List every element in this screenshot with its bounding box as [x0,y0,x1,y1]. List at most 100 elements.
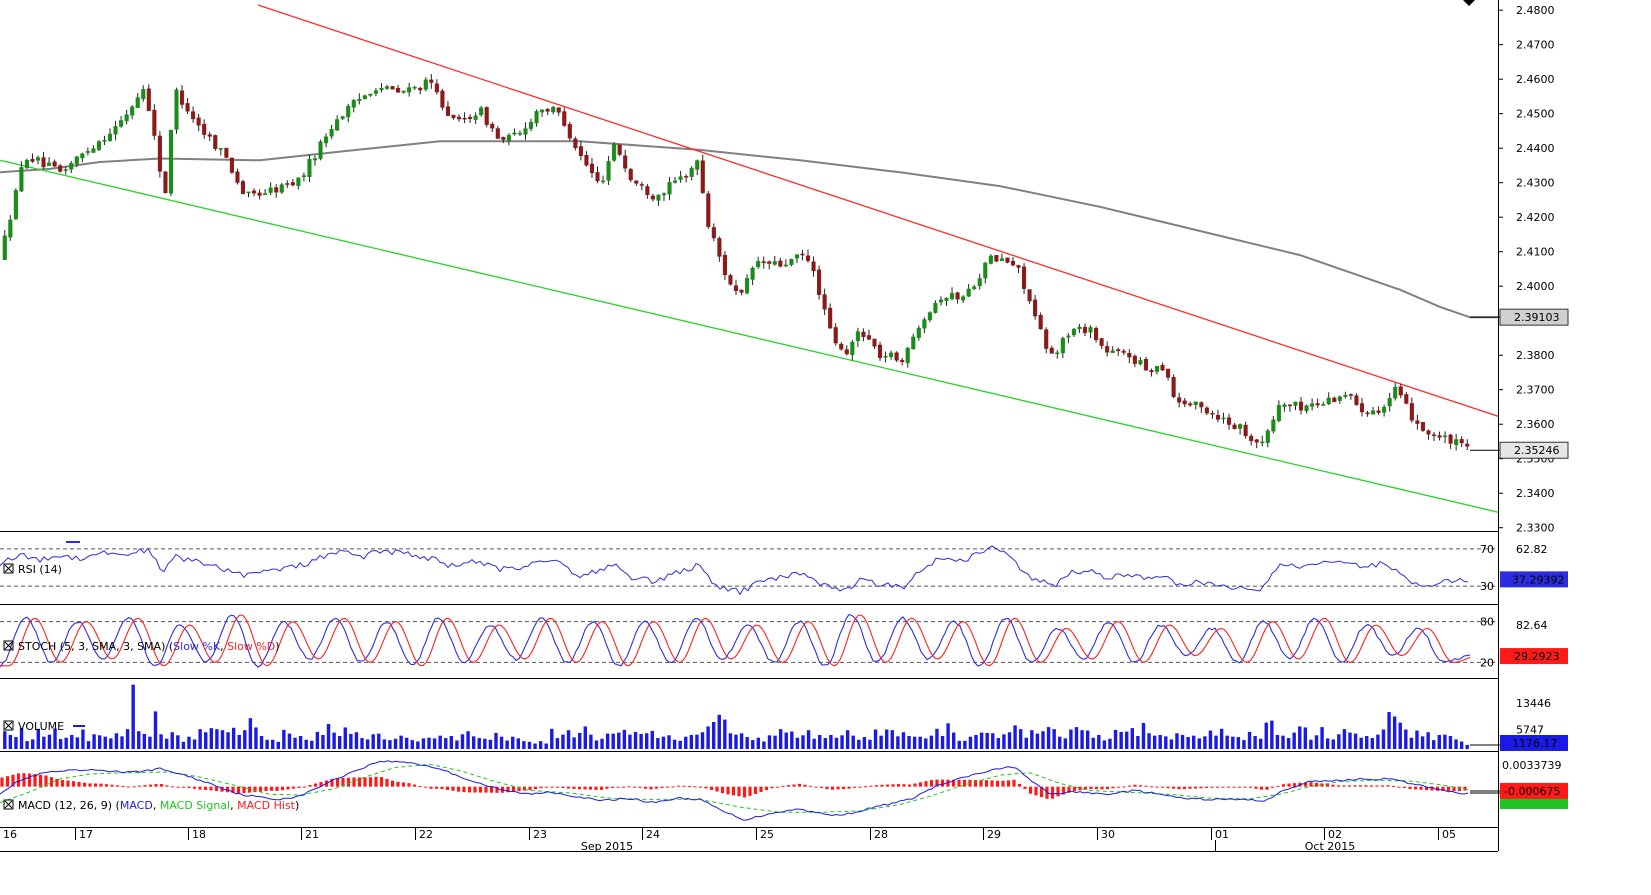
macd-line [0,760,1469,821]
macd-hist-bar [748,786,752,796]
macd-hist-bar [1314,782,1319,787]
candle [839,341,844,351]
macd-tick-label: 0.0033739 [1502,759,1562,772]
candle-body [634,180,639,184]
macd-hist-bar [247,786,252,793]
candle-body [1243,424,1248,437]
candle-body [1132,355,1137,364]
candle [612,142,617,162]
macd-hist-bar [269,786,274,791]
candle [1088,325,1093,339]
candle-body [556,107,561,113]
candle [606,156,611,186]
price-tick-label: 2.3600 [1516,418,1555,431]
candle-body [307,158,312,178]
macd-hist-bar [583,786,587,790]
candle [401,90,406,94]
candle-body [130,106,135,116]
rsi-title-text: RSI (14) [18,563,62,576]
candle-body [312,158,318,161]
candle-body [1448,434,1453,444]
volume-bar [985,732,989,749]
candle [312,155,318,166]
candle [501,136,506,144]
macd-hist-bar [731,786,736,796]
volume-bar [30,739,35,749]
candle [1010,256,1016,267]
candle-body [1005,257,1010,263]
candle [35,155,41,165]
price-panel[interactable]: 2.4800 2.4700 2.4600 2.4500 2.4400 2.4300 2.42… [0,0,1569,535]
volume-bar [176,735,180,749]
candle-body [324,136,329,144]
date-tick-label: 18 [192,828,206,841]
macd-hist-bar [121,785,125,787]
candle-body [1166,368,1171,378]
candle [1454,433,1459,451]
candle-body [650,195,655,200]
macd-hist-bar [1342,785,1346,787]
candle [362,94,367,100]
candle [628,167,633,183]
candle [1371,406,1376,415]
candle [168,129,174,197]
macd-hist-bar [1166,786,1170,789]
volume-bar [109,738,113,749]
price-tick-label: 2.4100 [1516,246,1555,259]
macd-hist-bar [1408,786,1412,789]
candle-body [833,327,838,344]
candle [1276,400,1281,423]
candle-body [174,89,179,130]
candle-body [296,177,301,186]
macd-hist-bar [1243,786,1247,788]
candle [440,88,445,111]
volume-bar [555,738,560,749]
candle [1265,428,1270,448]
candle-body [589,163,595,174]
stoch-panel[interactable]: 80 20 82.64 29.2923 [0,613,1568,670]
candle-body [933,303,938,313]
candle-body [268,187,273,193]
volume-bar [137,731,141,749]
volume-bar [1085,730,1090,749]
candle-body [600,180,606,183]
candle [174,87,179,134]
stoch-title-text: STOCH (5, 3, SMA, 3, SMA) [18,640,165,653]
candle-body [999,258,1004,261]
macd-hist-bar [929,780,934,787]
macd-hist-bar [940,779,945,787]
candle [977,273,982,290]
volume-bar [455,740,459,749]
volume-bar [840,735,844,749]
volume-bar [488,739,493,749]
macd-hist-bar [154,784,158,787]
rsi-panel[interactable]: 70 30 62.82 37.29392 [0,541,1568,596]
candle [1348,393,1353,400]
volume-bar [622,729,627,749]
macd-hist-bar [665,786,670,788]
candle-body [811,261,816,272]
candle [1332,396,1337,403]
macd-panel[interactable]: 0.0033739 -0.000675 [0,759,1568,821]
candle-body [335,119,340,131]
volume-bar [1420,736,1425,749]
volume-bar [1309,739,1313,749]
macd-hist-bar [869,785,873,787]
candle [706,190,711,229]
candle [1321,401,1326,407]
candle-body [745,278,750,294]
macd-hist-bar [1078,786,1082,791]
volume-bar [310,740,314,749]
candle [119,116,124,128]
macd-hist-bar [1144,785,1148,787]
candle-body [1116,349,1121,352]
volume-bar [1203,736,1207,749]
candle [130,104,135,120]
volume-bar [644,733,649,749]
candle-body [528,121,534,129]
volume-bar [215,729,219,749]
candle-body [595,172,600,182]
candle [1387,392,1392,412]
candle [1431,432,1437,441]
